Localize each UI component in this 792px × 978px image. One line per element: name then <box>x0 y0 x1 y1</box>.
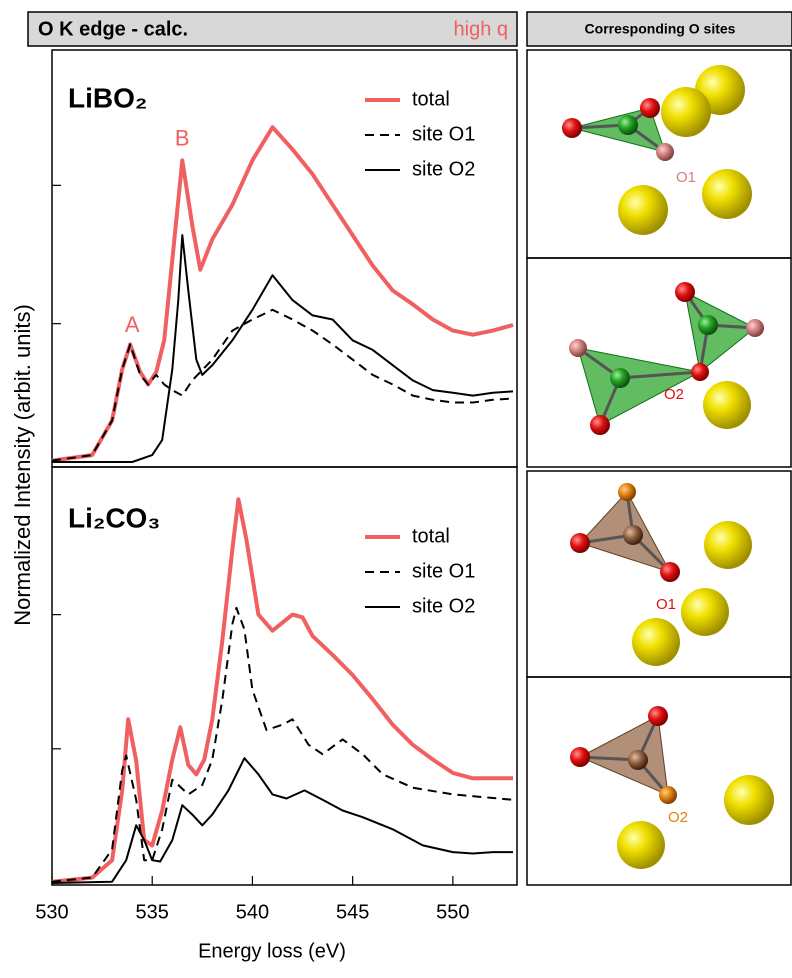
legend-label: site O2 <box>412 158 475 180</box>
legend-label: total <box>412 525 450 547</box>
x-tick-label: 535 <box>136 901 169 923</box>
annotation: A <box>125 312 140 337</box>
legend-label: site O2 <box>412 595 475 617</box>
series-line <box>51 497 513 884</box>
x-tick-label: 550 <box>436 901 469 923</box>
structure-panels <box>526 49 792 886</box>
series-line <box>51 125 514 463</box>
plot-frame <box>51 466 518 886</box>
title: O K edge - calc. <box>38 18 188 40</box>
site-label: O2 <box>664 386 684 403</box>
structures-header <box>526 11 792 47</box>
structure-art <box>562 65 774 869</box>
panel-label: LiBO₂ <box>68 82 147 113</box>
structures-title: Corresponding O sites <box>585 21 736 37</box>
x-tick-label: 530 <box>35 901 68 923</box>
series-line <box>52 234 514 463</box>
site-label: O1 <box>656 596 676 613</box>
panel-label: Li₂CO₃ <box>68 502 160 533</box>
legend-label: total <box>412 88 450 110</box>
site-label: O1 <box>676 169 696 186</box>
y-axis-label: Normalized Intensity (arbit. units) <box>10 304 35 626</box>
series-line <box>51 308 514 462</box>
annotation: B <box>175 125 190 150</box>
series-line <box>51 606 514 883</box>
subtitle: high q <box>454 18 509 40</box>
site-label: O2 <box>668 809 688 826</box>
series-line <box>51 757 513 884</box>
x-tick-label: 540 <box>236 901 269 923</box>
legend-label: site O1 <box>412 560 475 582</box>
x-tick-label: 545 <box>336 901 369 923</box>
legend-label: site O1 <box>412 123 475 145</box>
header-bar <box>27 11 518 47</box>
x-axis-label: Energy loss (eV) <box>198 940 346 962</box>
